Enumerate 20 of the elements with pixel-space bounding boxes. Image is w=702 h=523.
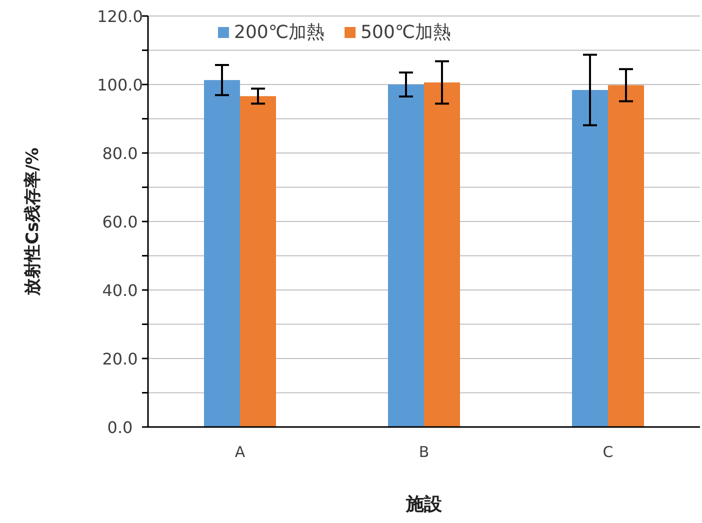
y-tick-label: 20.0 — [102, 350, 138, 368]
bar — [204, 80, 240, 427]
bar — [388, 84, 424, 427]
y-tick-label: 120.0 — [97, 7, 143, 26]
legend-label: 500℃加熱 — [360, 22, 452, 43]
bar — [424, 82, 460, 427]
bar — [240, 96, 276, 427]
bar — [608, 85, 644, 427]
x-axis-title: 施設 — [405, 494, 443, 515]
x-tick-label: A — [234, 443, 246, 461]
y-tick-label: 0.0 — [107, 418, 133, 437]
y-axis-title: 放射性Cs残存率/% — [23, 148, 43, 296]
y-tick-label: 40.0 — [102, 281, 138, 300]
legend-label: 200℃加熱 — [234, 22, 325, 43]
bar — [572, 90, 608, 427]
y-tick-label: 60.0 — [102, 212, 138, 232]
x-tick-label: C — [602, 443, 614, 461]
y-tick-label: 100.0 — [97, 76, 143, 94]
x-tick-label: B — [418, 443, 430, 461]
y-tick-label: 80.0 — [102, 144, 138, 163]
